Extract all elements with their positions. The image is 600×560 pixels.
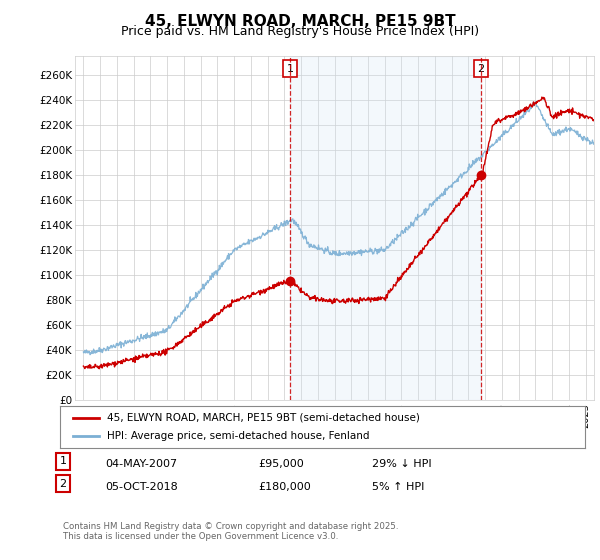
Text: 05-OCT-2018: 05-OCT-2018 [105, 482, 178, 492]
Text: 04-MAY-2007: 04-MAY-2007 [105, 459, 177, 469]
Text: 2: 2 [59, 479, 67, 489]
Text: Contains HM Land Registry data © Crown copyright and database right 2025.
This d: Contains HM Land Registry data © Crown c… [63, 522, 398, 542]
Text: £95,000: £95,000 [258, 459, 304, 469]
Text: 1: 1 [59, 456, 67, 466]
Text: 2: 2 [478, 63, 485, 73]
Text: £180,000: £180,000 [258, 482, 311, 492]
Text: HPI: Average price, semi-detached house, Fenland: HPI: Average price, semi-detached house,… [107, 431, 370, 441]
Text: 29% ↓ HPI: 29% ↓ HPI [372, 459, 431, 469]
Text: 1: 1 [286, 63, 293, 73]
Text: Price paid vs. HM Land Registry's House Price Index (HPI): Price paid vs. HM Land Registry's House … [121, 25, 479, 38]
Bar [290, 56, 481, 400]
Text: 45, ELWYN ROAD, MARCH, PE15 9BT: 45, ELWYN ROAD, MARCH, PE15 9BT [145, 14, 455, 29]
Text: 5% ↑ HPI: 5% ↑ HPI [372, 482, 424, 492]
Text: 45, ELWYN ROAD, MARCH, PE15 9BT (semi-detached house): 45, ELWYN ROAD, MARCH, PE15 9BT (semi-de… [107, 413, 420, 423]
